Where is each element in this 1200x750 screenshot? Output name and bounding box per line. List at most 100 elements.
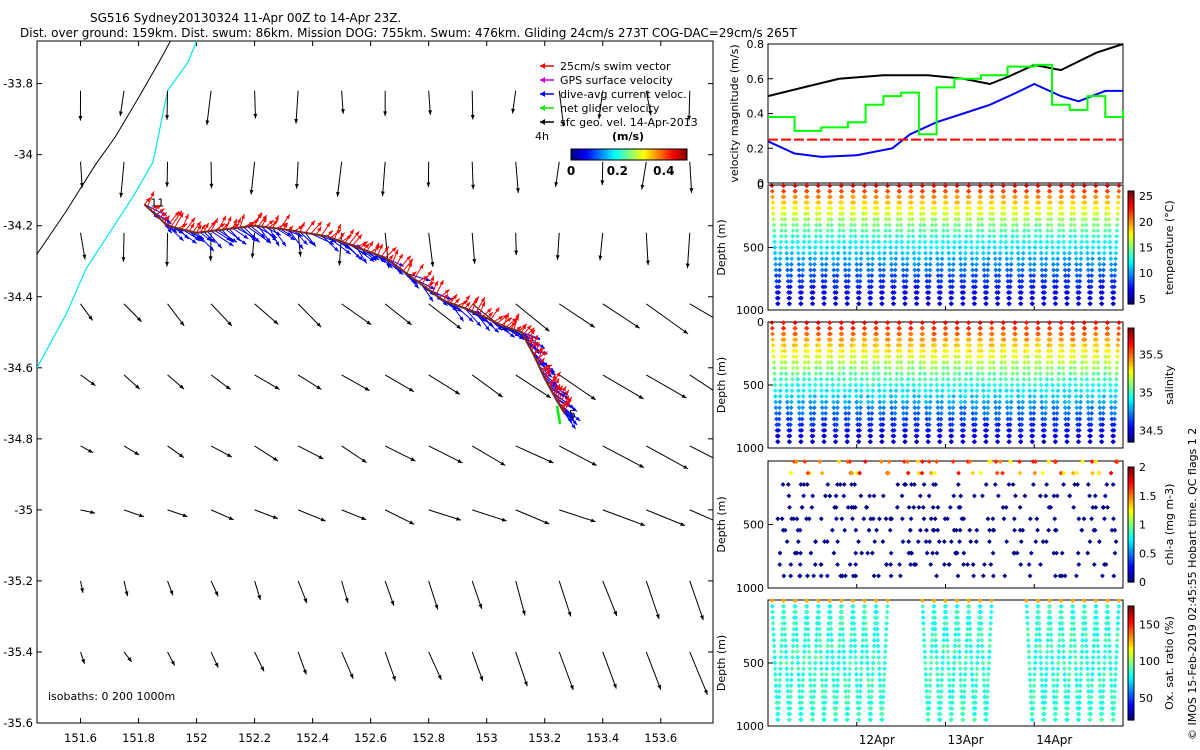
geo-velocity-arrow	[689, 651, 708, 695]
geo-velocity-arrow-head	[250, 253, 255, 259]
swim-vector-head	[317, 226, 322, 232]
y-tick-label: -34.6	[3, 361, 33, 375]
swim-vector-head	[408, 258, 414, 264]
geo-velocity-arrow	[206, 90, 212, 126]
geo-velocity-arrow-head	[337, 260, 342, 266]
net-velocity-vector	[555, 405, 562, 425]
geo-velocity-arrow-head	[124, 591, 129, 597]
geo-velocity-arrow	[646, 445, 689, 470]
geo-velocity-arrow-head	[119, 192, 124, 198]
geo-velocity-arrow	[254, 303, 279, 325]
geo-velocity-arrow-head	[80, 587, 84, 593]
coastline	[37, 41, 198, 369]
geo-velocity-arrow	[384, 374, 415, 393]
legend-symbol-head	[540, 119, 545, 125]
swim-vector-head	[406, 255, 411, 261]
geo-velocity-arrow-head	[612, 683, 617, 689]
geo-velocity-arrow	[688, 90, 691, 121]
geo-velocity-arrow-head	[260, 666, 265, 672]
geo-velocity-arrow-head	[274, 385, 280, 390]
geo-velocity-arrow-head	[88, 448, 94, 453]
geo-velocity-arrow-head	[165, 115, 170, 120]
geo-velocity-arrow-head	[366, 320, 372, 325]
x-tick-label: 153.2	[528, 731, 561, 745]
dac-vector-head	[228, 241, 234, 247]
geo-velocity-arrow-head	[88, 315, 93, 321]
geo-velocity-arrow-head	[501, 517, 507, 522]
chart-subtitle: Dist. over ground: 159km. Dist. swum: 86…	[20, 26, 797, 40]
geo-velocity-arrow-head	[408, 387, 414, 392]
dac-vector-head	[303, 240, 308, 245]
swim-vector-head	[274, 215, 279, 221]
geo-velocity-arrow-head	[273, 456, 279, 462]
swim-vector-head	[354, 231, 360, 237]
dac-vector-head	[271, 233, 277, 238]
geo-velocity-arrow-head	[683, 329, 689, 334]
y-tick-label: -34.4	[3, 290, 33, 304]
dac-vector-head	[311, 241, 316, 247]
swim-vector-head	[222, 215, 227, 221]
dac-vector-head	[459, 316, 464, 322]
geo-velocity-arrow-head	[655, 614, 660, 620]
geo-velocity-arrow-head	[219, 736, 223, 741]
dac-vector-head	[380, 258, 386, 263]
swim-vector-head	[362, 242, 367, 247]
geo-velocity-arrow-head	[727, 524, 732, 528]
geo-velocity-arrow	[471, 651, 484, 682]
geo-velocity-arrow-head	[225, 385, 231, 390]
geo-velocity-arrow-head	[302, 669, 307, 675]
swim-vector-head	[156, 204, 161, 210]
swim-vector-head	[150, 191, 155, 197]
x-tick-label: 152.8	[412, 731, 445, 745]
geo-velocity-arrow-head	[590, 518, 596, 523]
geo-velocity-arrow-head	[471, 184, 475, 190]
map-colorbar-tick: 0.4	[653, 164, 674, 178]
geo-velocity-arrow	[384, 445, 416, 462]
swim-vector-head	[408, 262, 412, 268]
geo-velocity-arrow-head	[182, 513, 188, 518]
geo-velocity-arrow-head	[294, 183, 299, 189]
swim-vector-head	[190, 223, 195, 229]
geo-velocity-arrow-head	[380, 191, 385, 197]
dac-vector-head	[345, 249, 351, 255]
geo-velocity-arrow-head	[634, 324, 640, 329]
geo-velocity-arrow-head	[349, 673, 354, 679]
geo-velocity-arrow-head	[428, 110, 433, 115]
dac-vector-head	[334, 247, 339, 252]
y-tick-label: -35	[14, 503, 33, 517]
geo-velocity-arrow-head	[589, 323, 595, 328]
geo-velocity-arrow-head	[657, 684, 661, 690]
geo-velocity-arrow-head	[209, 183, 214, 189]
geo-velocity-arrow-head	[731, 327, 736, 331]
geo-velocity-arrow	[341, 374, 370, 392]
geo-velocity-arrow-head	[456, 516, 461, 521]
dac-vector-head	[358, 256, 364, 261]
y-tick-label: -35.6	[3, 716, 33, 730]
dac-vector-head	[167, 228, 172, 234]
swim-vector-head	[161, 212, 167, 217]
swim-vector-head	[197, 224, 202, 230]
dac-vector-head	[260, 233, 266, 238]
geo-velocity-arrow	[689, 374, 713, 391]
geo-velocity-arrow-head	[205, 120, 210, 126]
geo-velocity-arrow-head	[294, 118, 299, 124]
swim-vector-head	[337, 223, 341, 229]
swim-vector-head	[201, 224, 206, 230]
swim-vector-head	[174, 211, 180, 217]
geo-velocity-arrow-head	[253, 113, 258, 119]
geo-velocity-arrow-head	[703, 689, 708, 695]
x-tick-label: 152.4	[296, 731, 329, 745]
map-frame	[36, 40, 714, 724]
geo-velocity-arrow	[558, 445, 597, 466]
x-tick-label: 153	[476, 731, 498, 745]
swim-vector-head	[300, 221, 305, 227]
geo-velocity-arrow	[428, 303, 462, 330]
y-tick-label: -35.4	[3, 645, 33, 659]
swim-vector-head	[357, 234, 363, 240]
geo-velocity-arrow-head	[406, 320, 412, 325]
swim-vector-head	[378, 243, 383, 249]
geo-velocity-arrow-head	[685, 263, 690, 269]
geo-velocity-arrow-head	[336, 191, 340, 197]
geo-velocity-arrow	[428, 580, 439, 610]
geo-velocity-arrow-head	[545, 393, 551, 398]
